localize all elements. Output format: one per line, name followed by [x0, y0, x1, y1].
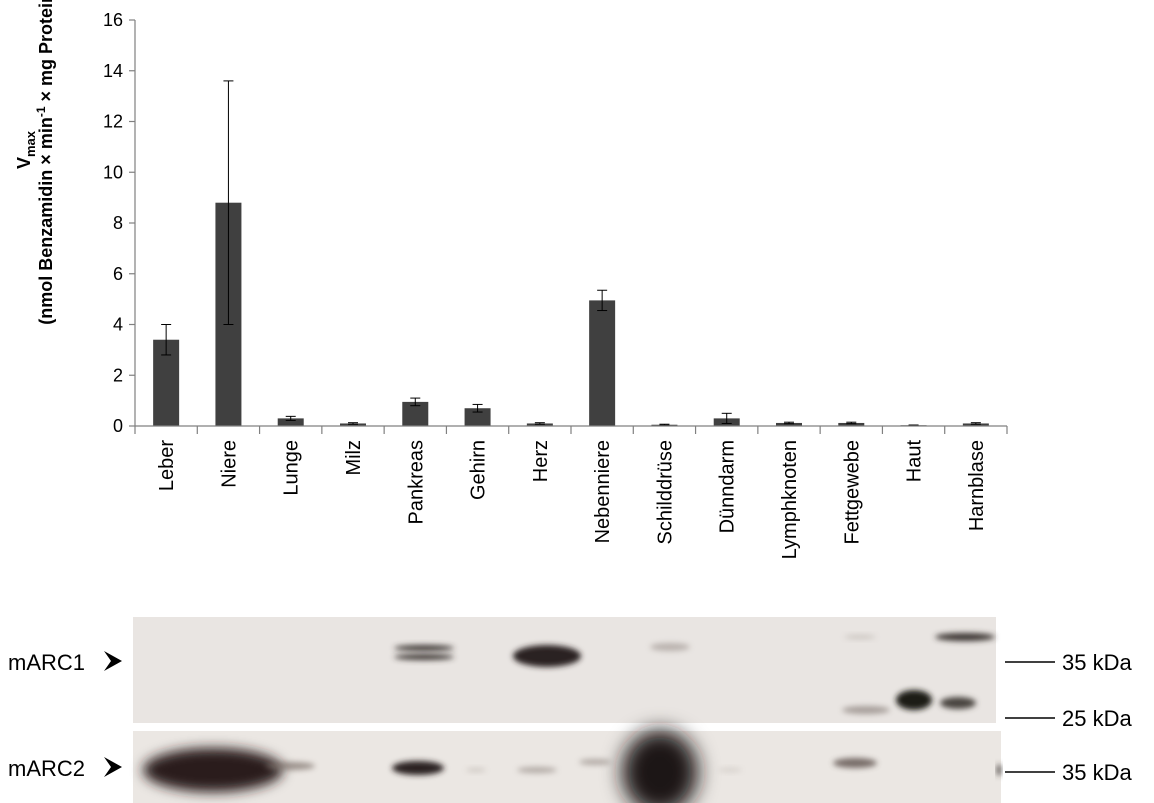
- x-category-label: Haut: [904, 440, 926, 483]
- bar: [526, 423, 553, 426]
- blot-marc2-edge-spot: [997, 764, 1001, 776]
- x-category-label: Milz: [343, 440, 365, 476]
- bar: [464, 408, 491, 426]
- y-axis-label: Vmax (nmol Benzamidin × min-1 × mg Prote…: [14, 0, 56, 325]
- band-gehirn-2: [466, 768, 486, 772]
- x-category-label: Gehirn: [468, 440, 490, 500]
- x-category-label: Niere: [218, 440, 240, 488]
- band-harnblase-lower: [940, 697, 976, 709]
- y-axis-label-sup1: -1: [34, 106, 48, 117]
- svg-text:Vmax: Vmax: [14, 130, 38, 169]
- y-tick-label: 12: [103, 112, 123, 132]
- y-axis-label-line2: (nmol Benzamidin × min: [36, 117, 56, 325]
- bar: [838, 422, 865, 426]
- x-category-label: Dünndarm: [717, 440, 739, 533]
- x-category-label: Lymphknoten: [779, 440, 801, 559]
- band-fettgewebe-upper: [844, 635, 876, 639]
- y-tick-label: 0: [113, 416, 123, 436]
- bar: [277, 418, 304, 426]
- band-duenndarm-2: [718, 768, 742, 772]
- band-haut: [896, 690, 932, 710]
- band-nebenniere-2: [579, 759, 611, 765]
- blot-marc1-arrow-icon: [104, 651, 122, 671]
- y-tick-label: 2: [113, 365, 123, 385]
- x-category-label: Schilddrüse: [654, 440, 676, 545]
- blot-marc1-label: mARC1: [8, 650, 85, 675]
- y-tick-label: 8: [113, 213, 123, 233]
- blot-marc2-label: mARC2: [8, 756, 85, 781]
- blot-marc2: mARC2 35 kDa: [8, 730, 1132, 803]
- x-category-label: Nebenniere: [592, 440, 614, 543]
- band-fettgewebe-lower: [842, 706, 890, 714]
- x-category-label: Herz: [530, 440, 552, 482]
- x-category-label: Pankreas: [405, 440, 427, 525]
- y-axis: 0 2 4 6 8 10 12 14 16: [103, 10, 136, 436]
- y-axis-label-sub: max: [23, 130, 38, 157]
- band-pankreas-upper: [394, 645, 454, 651]
- band-herz-2: [517, 767, 557, 773]
- marker-35kda-label-1: 35 kDa: [1062, 650, 1132, 675]
- bars: [153, 80, 989, 427]
- x-category-label: Leber: [156, 440, 178, 491]
- y-tick-label: 16: [103, 10, 123, 30]
- x-category-label: Harnblase: [966, 440, 988, 531]
- y-tick-label: 4: [113, 315, 123, 335]
- band-schilddruese-2: [622, 730, 698, 803]
- marker-25kda-label: 25 kDa: [1062, 706, 1132, 731]
- x-category-label: Fettgewebe: [841, 440, 863, 545]
- svg-text:(nmol Benzamidin × min-1 × mg: (nmol Benzamidin × min-1 × mg Protein-1): [34, 0, 56, 325]
- y-axis-label-line2-mid: × mg Protein: [36, 0, 56, 107]
- band-harnblase-upper: [935, 633, 995, 641]
- band-herz: [513, 645, 581, 667]
- band-pankreas-2: [392, 761, 444, 775]
- band-schilddruese: [650, 643, 690, 651]
- y-axis-label-main: V: [14, 157, 34, 169]
- x-category-label: Lunge: [281, 440, 303, 496]
- y-tick-label: 10: [103, 162, 123, 182]
- bar: [340, 423, 366, 426]
- band-leber-niere-tail: [265, 762, 315, 770]
- band-pankreas-lower: [394, 654, 454, 660]
- bar: [962, 423, 989, 426]
- band-leber-niere: [143, 748, 283, 792]
- band-fettgewebe-2: [833, 758, 877, 768]
- y-tick-label: 14: [103, 61, 123, 81]
- bar: [589, 300, 616, 426]
- blot-marc1-shade: [133, 617, 996, 723]
- marker-35kda-label-2: 35 kDa: [1062, 760, 1132, 785]
- y-tick-label: 6: [113, 264, 123, 284]
- bar: [776, 422, 802, 426]
- x-axis: Leber Niere Lunge Milz Pankreas Gehirn Herz Neb…: [134, 425, 1008, 559]
- blot-marc1: mARC1 35 kDa 25 kDa: [8, 617, 1132, 731]
- blot-marc2-arrow-icon: [104, 757, 122, 777]
